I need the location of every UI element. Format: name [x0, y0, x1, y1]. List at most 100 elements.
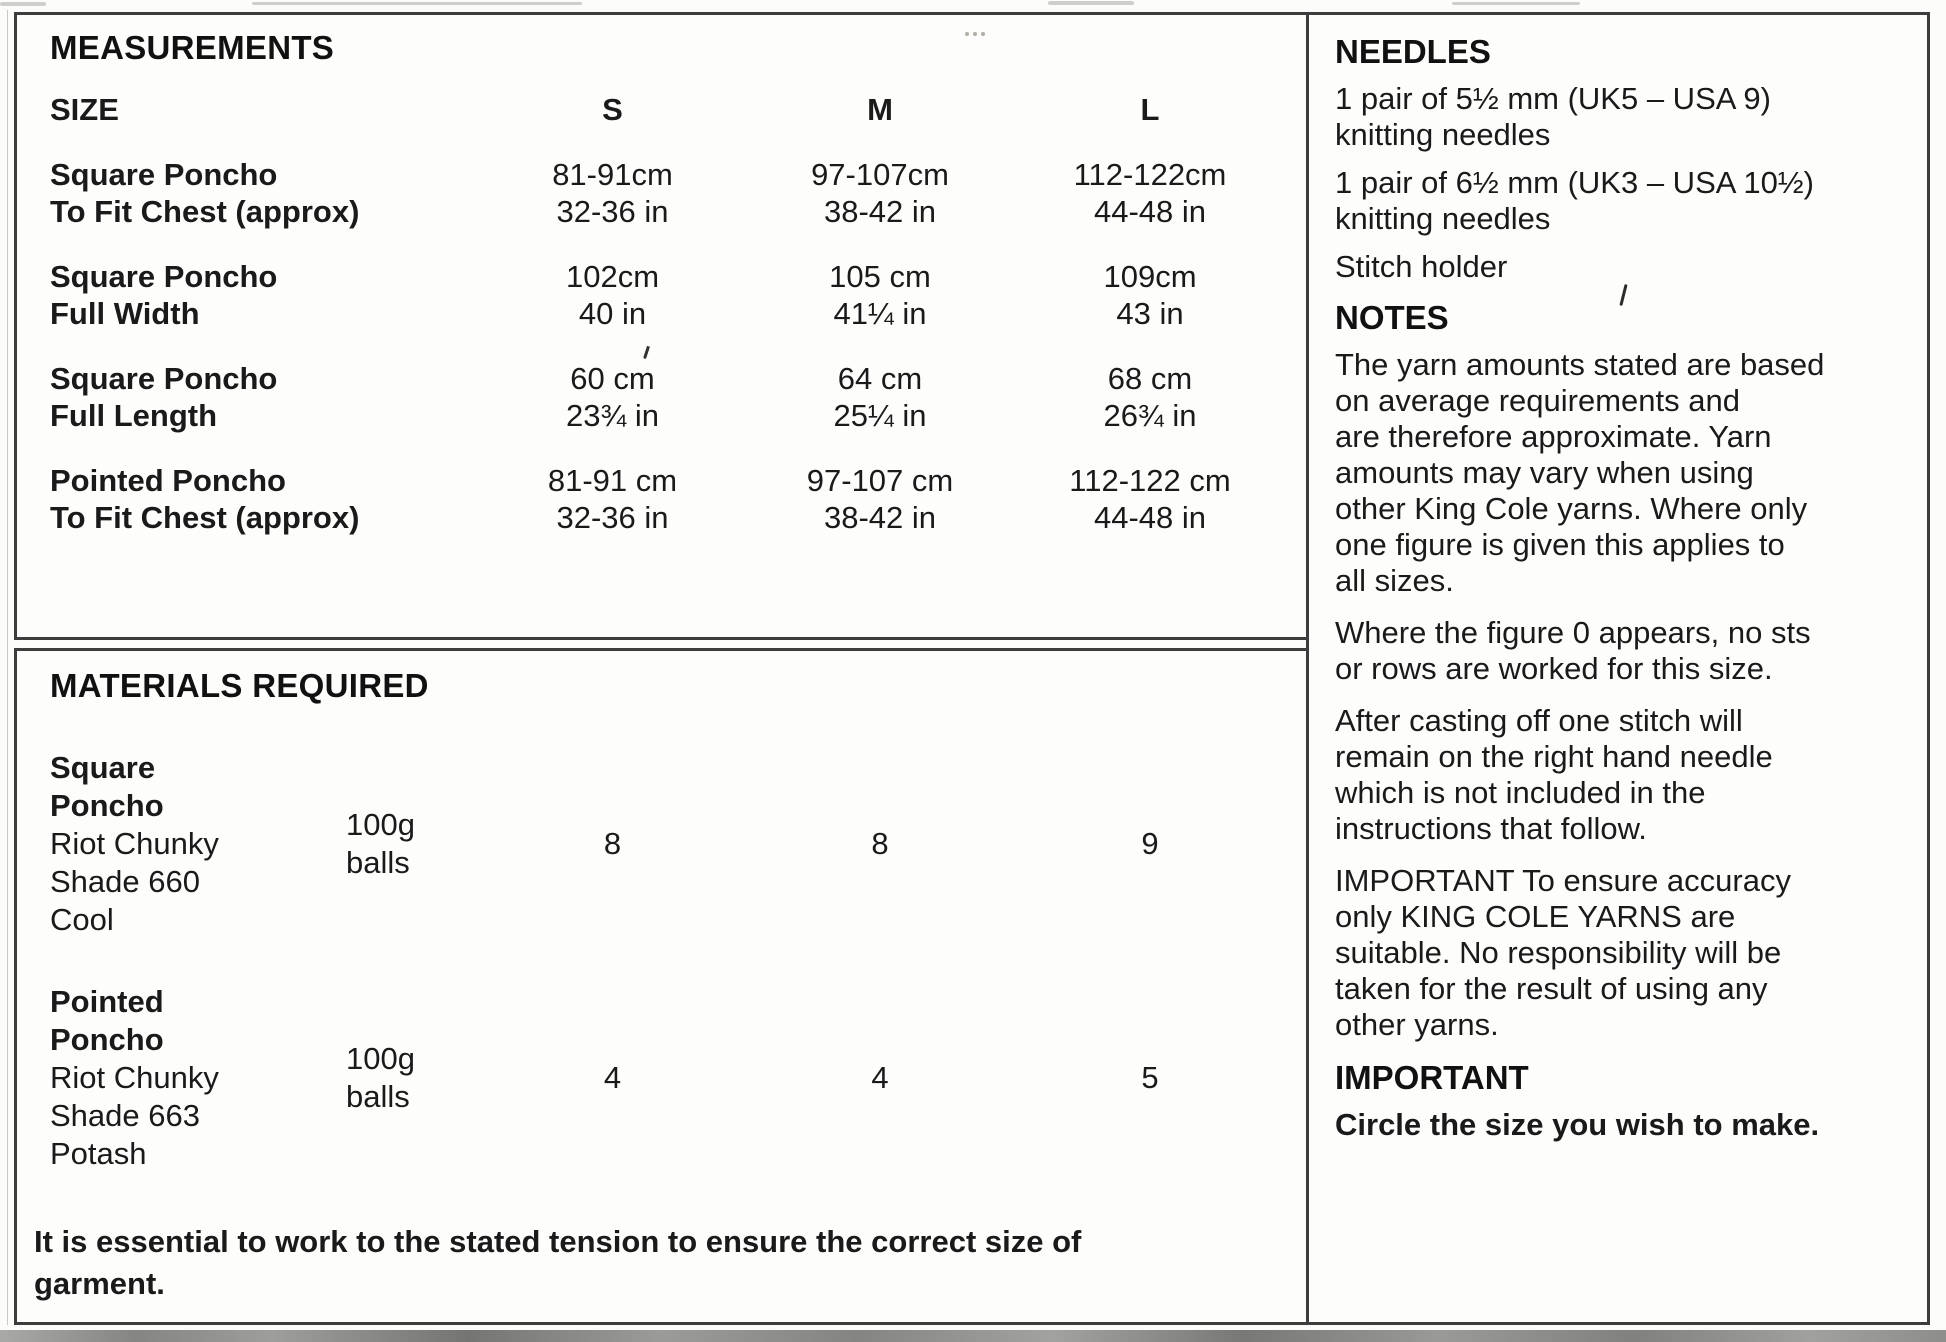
row-label: Square Poncho Full Length	[50, 360, 480, 434]
notes-paragraph: After casting off one stitch will remain…	[1335, 703, 1909, 847]
value-line: 26¾ in	[1103, 398, 1197, 433]
row-label-line: To Fit Chest (approx)	[50, 500, 360, 535]
value-line: 23¾ in	[565, 398, 660, 433]
value-line: 44-48 in	[1093, 500, 1207, 535]
needles-item: Stitch holder	[1335, 249, 1909, 285]
value-line: 25¼ in	[833, 398, 927, 433]
measurements-section: MEASUREMENTS SIZE S M L Square Poncho To…	[14, 12, 1310, 640]
yarn-name-line: Shade 663	[50, 1098, 200, 1133]
yarn-name-line: Cool	[50, 902, 114, 937]
notes-paragraph: Where the figure 0 appears, no sts or ro…	[1335, 615, 1909, 687]
value-line: 44-48 in	[1093, 194, 1207, 229]
notes-line: other yarns.	[1335, 1007, 1499, 1042]
table-row: Square Poncho Full Width 102cm 40 in 105…	[50, 258, 1291, 332]
scan-bottom-band	[0, 1330, 1946, 1342]
notes-line: which is not included in the	[1335, 775, 1706, 810]
notes-line: taken for the result of using any	[1335, 971, 1768, 1006]
ball-unit: 100g balls	[346, 1040, 480, 1116]
balls-l: 5	[1141, 1060, 1159, 1095]
row-label-line: To Fit Chest (approx)	[50, 194, 360, 229]
value-line: 38-42 in	[823, 500, 937, 535]
value-line: 60 cm	[570, 361, 655, 396]
value-line: 97-107cm	[811, 157, 949, 192]
balls-s: 4	[603, 1060, 622, 1095]
needles-item: 1 pair of 5½ mm (UK5 – USA 9) knitting n…	[1335, 81, 1909, 153]
tension-note-line: garment.	[34, 1266, 165, 1301]
needles-notes-section: NEEDLES 1 pair of 5½ mm (UK5 – USA 9) kn…	[1306, 12, 1930, 1325]
column-header-l: L	[1140, 92, 1160, 127]
materials-section: MATERIALS REQUIRED Square Poncho Riot Ch…	[14, 648, 1310, 1325]
ball-unit-line: balls	[346, 845, 410, 880]
yarn-name-line: Poncho	[50, 788, 164, 823]
needles-item-line: knitting needles	[1335, 117, 1551, 152]
needles-item-line: 1 pair of 5½ mm (UK5 – USA 9)	[1335, 81, 1771, 116]
ball-unit: 100g balls	[346, 806, 480, 882]
size-header: SIZE	[50, 92, 119, 127]
row-label-line: Square Poncho	[50, 361, 278, 396]
value-l: 109cm 43 in	[1015, 258, 1285, 332]
value-line: 32-36 in	[556, 194, 669, 229]
notes-paragraph: The yarn amounts stated are based on ave…	[1335, 347, 1909, 599]
yarn-name-line: Riot Chunky	[50, 826, 219, 861]
balls-m: 4	[871, 1060, 889, 1095]
yarn-name-line: Potash	[50, 1136, 147, 1171]
row-label-line: Square Poncho	[50, 259, 278, 294]
ball-unit-line: 100g	[346, 1041, 415, 1076]
column-header-s: S	[602, 92, 623, 127]
value-line: 97-107 cm	[806, 463, 954, 498]
value-m: 64 cm 25¼ in	[745, 360, 1015, 434]
notes-line: amounts may vary when using	[1335, 455, 1754, 490]
balls-l: 9	[1141, 826, 1159, 861]
yarn-name-line: Square	[50, 750, 156, 785]
tension-note-line: It is essential to work to the stated te…	[34, 1224, 1082, 1259]
needles-item-line: knitting needles	[1335, 201, 1551, 236]
value-line: 102cm	[565, 259, 660, 294]
notes-line: remain on the right hand needle	[1335, 739, 1773, 774]
yarn-name-line: Riot Chunky	[50, 1060, 219, 1095]
value-line: 40 in	[578, 296, 647, 331]
ball-unit-line: balls	[346, 1079, 410, 1114]
value-line: 68 cm	[1107, 361, 1193, 396]
important-text: Circle the size you wish to make.	[1335, 1107, 1820, 1142]
yarn-name-line: Poncho	[50, 1022, 164, 1057]
row-label-line: Full Length	[50, 398, 218, 433]
notes-line: other King Cole yarns. Where only	[1335, 491, 1808, 526]
scan-artifact	[1048, 1, 1134, 5]
material-row: Square Poncho Riot Chunky Shade 660 Cool…	[50, 749, 1291, 939]
value-s: 60 cm 23¾ in	[480, 360, 745, 434]
important-title: IMPORTANT	[1335, 1059, 1529, 1096]
notes-line: Where the figure 0 appears, no sts	[1335, 615, 1811, 650]
notes-line: After casting off one stitch will	[1335, 703, 1743, 738]
scan-artifact	[0, 2, 46, 6]
needles-item-line: 1 pair of 6½ mm (UK3 – USA 10½)	[1335, 165, 1814, 200]
notes-line: are therefore approximate. Yarn	[1335, 419, 1772, 454]
value-line: 109cm	[1103, 259, 1197, 294]
value-line: 41¼ in	[833, 296, 927, 331]
notes-line: The yarn amounts stated are based	[1335, 347, 1825, 382]
notes-line: only KING COLE YARNS are	[1335, 899, 1736, 934]
balls-m: 8	[871, 826, 889, 861]
value-line: 81-91cm	[552, 157, 673, 192]
needles-item: 1 pair of 6½ mm (UK3 – USA 10½) knitting…	[1335, 165, 1909, 237]
notes-line: IMPORTANT To ensure accuracy	[1335, 863, 1791, 898]
row-label-line: Pointed Poncho	[50, 463, 286, 498]
notes-paragraph: IMPORTANT To ensure accuracy only KING C…	[1335, 863, 1909, 1043]
yarn-name-line: Shade 660	[50, 864, 200, 899]
notes-line: instructions that follow.	[1335, 811, 1647, 846]
value-s: 81-91cm 32-36 in	[480, 156, 745, 230]
notes-title: NOTES	[1335, 299, 1449, 336]
value-line: 43 in	[1116, 296, 1184, 331]
column-header-m: M	[867, 92, 893, 127]
scan-artifact	[252, 2, 582, 5]
row-label-line: Full Width	[50, 296, 200, 331]
value-line: 105 cm	[829, 259, 931, 294]
measurements-table: SIZE S M L Square Poncho To Fit Chest (a…	[50, 91, 1291, 536]
scan-edge-line	[7, 10, 8, 1325]
yarn-name: Square Poncho Riot Chunky Shade 660 Cool	[50, 749, 346, 939]
value-line: 112-122cm	[1073, 157, 1227, 192]
row-label-line: Square Poncho	[50, 157, 278, 192]
value-m: 105 cm 41¼ in	[745, 258, 1015, 332]
value-s: 102cm 40 in	[480, 258, 745, 332]
notes-line: all sizes.	[1335, 563, 1454, 598]
